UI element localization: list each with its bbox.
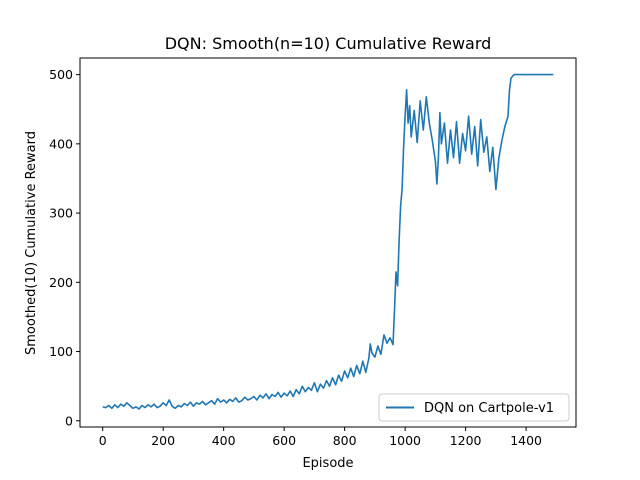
x-axis-label: Episode <box>302 456 353 471</box>
y-tick-label: 0 <box>65 413 73 428</box>
plot-frame <box>79 57 577 428</box>
y-axis-label: Smoothed(10) Cumulative Reward <box>24 131 39 355</box>
x-tick-label: 200 <box>151 433 175 448</box>
y-tick-label: 200 <box>49 275 73 290</box>
y-tick-label: 100 <box>49 344 73 359</box>
x-axis: 0 200 400 600 800 1000 1200 1400 <box>99 427 542 448</box>
legend-frame <box>378 393 570 422</box>
x-tick-label: 1200 <box>450 433 482 448</box>
x-tick-label: 0 <box>99 433 107 448</box>
legend-label: DQN on Cartpole-v1 <box>424 401 554 416</box>
chart-title: DQN: Smooth(n=10) Cumulative Reward <box>165 34 492 53</box>
x-tick-label: 1000 <box>389 433 421 448</box>
y-tick-label: 500 <box>49 67 73 82</box>
series-line-0 <box>102 73 554 410</box>
y-axis: 0 100 200 300 400 500 <box>49 67 80 428</box>
y-tick-label: 400 <box>49 136 73 151</box>
y-tick-label: 300 <box>49 206 73 221</box>
x-tick-label: 400 <box>212 433 236 448</box>
plot-area <box>102 73 554 410</box>
x-tick-label: 600 <box>272 433 296 448</box>
legend: DQN on Cartpole-v1 <box>378 393 570 422</box>
x-tick-label: 1400 <box>510 433 542 448</box>
x-tick-label: 800 <box>333 433 357 448</box>
